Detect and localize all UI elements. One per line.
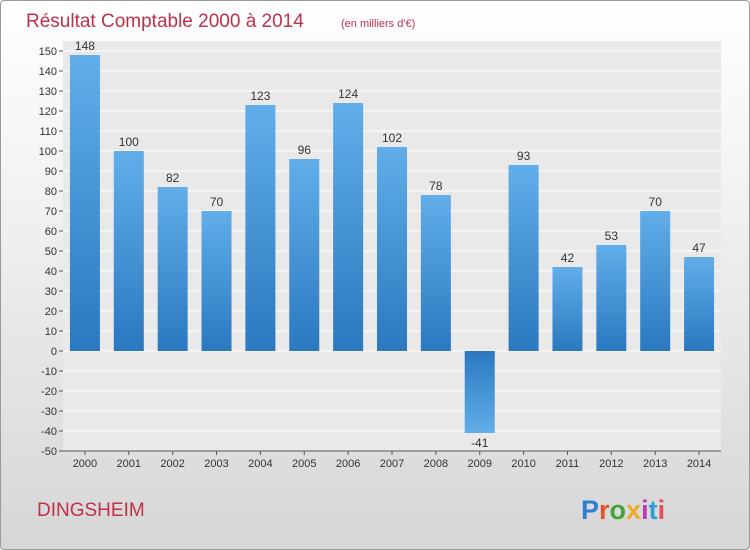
logo-letter: i	[641, 495, 649, 525]
x-tick-label: 2005	[292, 458, 316, 470]
bar-2000	[69, 55, 100, 351]
x-tick-label: 2004	[248, 458, 272, 470]
bar-2010	[508, 165, 539, 351]
y-tick-label: 130	[39, 86, 57, 98]
x-tick-label: 2006	[336, 458, 360, 470]
bar-2001	[113, 151, 144, 351]
y-tick-label: 110	[39, 126, 57, 138]
y-tick-label: 90	[45, 166, 57, 178]
data-label-2006: 124	[338, 87, 358, 101]
y-axis: -50 -40 -30 -20 -10 0 10 20 30 40 50 60 70 80 90 100 110…	[39, 46, 63, 458]
x-tick-label: 2000	[73, 458, 97, 470]
data-label-2007: 102	[382, 131, 402, 145]
data-label-2011: 42	[561, 251, 575, 265]
data-label-2004: 123	[250, 89, 270, 103]
logo-letter: t	[649, 495, 658, 525]
bar-2004	[245, 105, 276, 351]
data-label-2008: 78	[429, 179, 443, 193]
logo-letter: x	[626, 495, 641, 525]
y-tick-label: 120	[39, 106, 57, 118]
y-tick-label: 20	[45, 306, 57, 318]
bar-2008	[420, 195, 451, 351]
y-tick-label: -40	[41, 426, 57, 438]
data-label-2003: 70	[210, 195, 224, 209]
y-tick-label: -30	[41, 406, 57, 418]
data-labels: 148 100 82 70 123 96 124 102 78 -41 93 42 53 70 47	[75, 39, 706, 450]
y-tick-label: 100	[39, 146, 57, 158]
x-tick-label: 2002	[160, 458, 184, 470]
x-tick-label: 2011	[556, 458, 580, 470]
y-tick-label: 150	[39, 46, 57, 58]
x-axis: 2000 2001 2002 2003 2004 2005 2006 2007 2008 2009…	[73, 451, 711, 470]
proxiti-logo: Proxiti	[581, 495, 665, 525]
y-tick-label: 140	[39, 66, 57, 78]
bar-2013	[640, 211, 671, 351]
bar-2007	[377, 147, 407, 351]
commune-name: DINGSHEIM	[37, 500, 145, 521]
data-label-2005: 96	[298, 143, 312, 157]
y-tick-label: 0	[51, 346, 57, 358]
y-tick-label: 80	[45, 186, 57, 198]
x-tick-label: 2012	[599, 458, 623, 470]
x-tick-label: 2003	[204, 458, 228, 470]
logo-letter: r	[599, 495, 610, 525]
data-label-2012: 53	[605, 229, 619, 243]
bar-2005	[289, 159, 320, 351]
y-tick-label: 70	[45, 206, 57, 218]
bar-2012	[596, 245, 627, 351]
x-tick-label: 2008	[424, 458, 448, 470]
x-tick-label: 2009	[467, 458, 491, 470]
y-tick-label: -20	[41, 386, 57, 398]
y-tick-label: 40	[45, 266, 57, 278]
y-tick-label: 60	[45, 226, 57, 238]
bar-2006	[333, 103, 364, 351]
bar-2014	[684, 257, 715, 351]
x-tick-label: 2014	[687, 458, 711, 470]
data-label-2014: 47	[692, 241, 706, 255]
bar-2009	[464, 351, 495, 433]
bar-2003	[201, 211, 232, 351]
x-tick-label: 2013	[643, 458, 667, 470]
data-label-2001: 100	[119, 135, 139, 149]
x-tick-label: 2007	[380, 458, 404, 470]
y-tick-label: 30	[45, 286, 57, 298]
bar-2011	[552, 267, 583, 351]
bars	[69, 55, 715, 433]
y-tick-label: 10	[45, 326, 57, 338]
chart-title: Résultat Comptable 2000 à 2014	[26, 11, 304, 32]
x-tick-label: 2001	[117, 458, 141, 470]
bar-2002	[157, 187, 188, 351]
y-tick-label: 50	[45, 246, 57, 258]
logo-letter: i	[658, 495, 666, 525]
data-label-2000: 148	[75, 39, 95, 53]
chart-subtitle: (en milliers d'€)	[341, 18, 415, 30]
data-label-2002: 82	[166, 171, 180, 185]
logo-letter: P	[581, 495, 599, 525]
y-tick-label: -50	[41, 446, 57, 458]
data-label-2010: 93	[517, 149, 531, 163]
x-tick-label: 2010	[511, 458, 535, 470]
logo-letter: o	[610, 495, 627, 525]
data-label-2009: -41	[471, 436, 489, 450]
data-label-2013: 70	[649, 195, 663, 209]
y-tick-label: -10	[41, 366, 57, 378]
